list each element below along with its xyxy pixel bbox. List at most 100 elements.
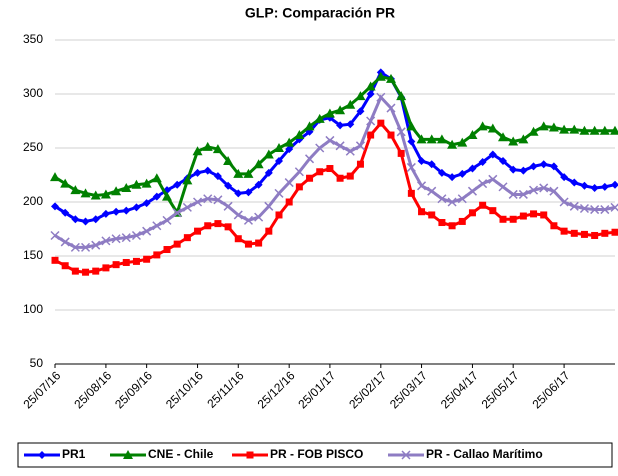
marker: [82, 217, 90, 225]
marker: [214, 220, 221, 227]
marker: [337, 175, 344, 182]
marker: [265, 228, 272, 235]
y-tick-label: 100: [23, 302, 43, 316]
marker: [113, 261, 120, 268]
marker: [499, 183, 507, 191]
marker: [469, 209, 476, 216]
marker: [540, 211, 547, 218]
marker: [612, 229, 618, 236]
marker: [123, 259, 130, 266]
marker: [306, 155, 314, 163]
legend-label: CNE - Chile: [148, 447, 214, 461]
marker: [500, 216, 507, 223]
marker: [224, 202, 232, 210]
marker: [398, 150, 405, 157]
marker: [591, 232, 598, 239]
marker: [388, 132, 395, 139]
marker: [225, 223, 232, 230]
marker: [194, 228, 201, 235]
marker: [296, 183, 303, 190]
marker: [580, 182, 588, 190]
marker: [326, 165, 333, 172]
marker: [295, 168, 303, 176]
marker: [418, 208, 425, 215]
marker: [306, 175, 313, 182]
marker: [479, 202, 486, 209]
series-line: [55, 123, 615, 272]
marker: [133, 258, 140, 265]
marker: [520, 213, 527, 220]
marker: [62, 262, 69, 269]
chart-title: GLP: Comparación PR: [245, 5, 395, 21]
marker: [102, 264, 109, 271]
marker: [143, 256, 150, 263]
marker: [286, 199, 293, 206]
marker: [92, 268, 99, 275]
marker: [601, 230, 608, 237]
marker: [438, 219, 445, 226]
marker: [489, 207, 496, 214]
marker: [408, 190, 415, 197]
marker: [347, 173, 354, 180]
marker: [561, 228, 568, 235]
y-tick-label: 250: [23, 140, 43, 154]
marker: [530, 210, 537, 217]
marker: [581, 231, 588, 238]
y-tick-label: 50: [30, 356, 44, 370]
x-tick-label: 25/07/16: [20, 368, 63, 411]
legend-label: PR1: [62, 447, 86, 461]
x-tick-label: 25/10/16: [163, 368, 206, 411]
marker: [540, 160, 548, 168]
marker: [510, 216, 517, 223]
legend-label: PR - Callao Marítimo: [426, 447, 543, 461]
y-tick-label: 350: [23, 32, 43, 46]
x-tick-label: 25/02/17: [346, 368, 389, 411]
marker: [601, 183, 609, 191]
marker: [316, 168, 323, 175]
marker: [204, 222, 211, 229]
marker: [357, 161, 364, 168]
marker: [275, 189, 283, 197]
marker: [152, 173, 162, 182]
marker: [285, 179, 293, 187]
marker: [51, 231, 59, 239]
marker: [174, 241, 181, 248]
marker: [245, 241, 252, 248]
marker: [52, 257, 59, 264]
marker: [468, 187, 476, 195]
marker: [122, 207, 130, 215]
marker: [255, 240, 262, 247]
marker: [235, 235, 242, 242]
legend-label: PR - FOB PISCO: [270, 447, 363, 461]
marker: [571, 230, 578, 237]
x-tick-label: 25/03/17: [387, 368, 430, 411]
marker: [459, 218, 466, 225]
y-tick-label: 300: [23, 86, 43, 100]
x-tick-label: 25/06/17: [530, 368, 573, 411]
marker: [449, 222, 456, 229]
x-tick-label: 25/05/17: [479, 368, 522, 411]
marker: [82, 269, 89, 276]
x-tick-label: 25/08/16: [71, 368, 114, 411]
marker: [164, 246, 171, 253]
x-tick-label: 25/11/16: [204, 368, 247, 411]
marker: [367, 132, 374, 139]
marker: [591, 184, 599, 192]
x-tick-label: 25/12/16: [255, 368, 298, 411]
x-tick-label: 25/01/17: [295, 368, 338, 411]
marker: [50, 172, 60, 181]
marker: [72, 268, 79, 275]
marker: [112, 208, 120, 216]
marker: [550, 222, 557, 229]
marker: [265, 202, 273, 210]
y-tick-label: 200: [23, 194, 43, 208]
marker: [153, 251, 160, 258]
marker: [428, 211, 435, 218]
series-line: [55, 72, 615, 221]
marker: [611, 181, 618, 189]
marker: [276, 211, 283, 218]
x-tick-label: 25/09/16: [112, 368, 155, 411]
legend-marker: [247, 452, 254, 459]
marker: [184, 234, 191, 241]
